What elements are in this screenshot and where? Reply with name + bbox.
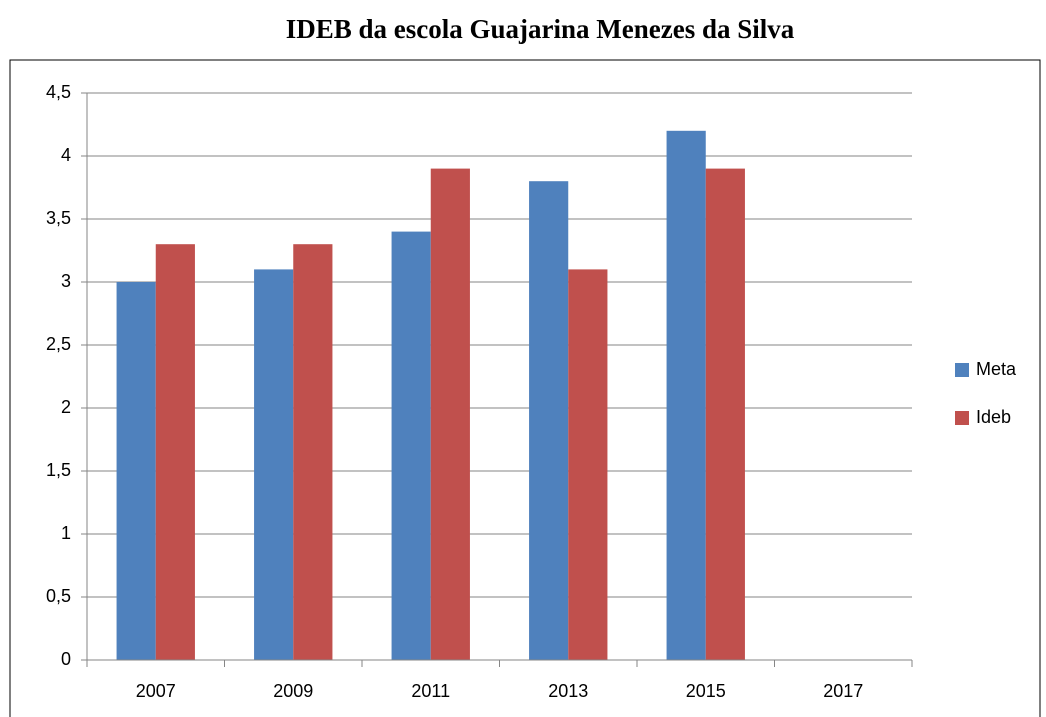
- legend-label: Meta: [976, 359, 1017, 379]
- bar: [254, 269, 294, 660]
- y-tick-label: 2: [61, 397, 71, 417]
- y-tick-label: 0: [61, 649, 71, 669]
- x-tick-label: 2007: [136, 681, 176, 701]
- y-tick-label: 2,5: [46, 334, 71, 354]
- y-tick-label: 0,5: [46, 586, 71, 606]
- bar: [116, 282, 156, 660]
- bar: [293, 244, 333, 660]
- bar: [666, 130, 706, 661]
- y-tick-label: 4: [61, 145, 71, 165]
- y-tick-label: 1,5: [46, 460, 71, 480]
- legend-swatch: [955, 363, 969, 377]
- legend-swatch: [955, 411, 969, 425]
- y-tick-label: 3,5: [46, 208, 71, 228]
- x-tick-label: 2013: [548, 681, 588, 701]
- bar: [155, 244, 195, 660]
- legend-label: Ideb: [976, 407, 1011, 427]
- x-tick-label: 2017: [823, 681, 863, 701]
- bar: [529, 181, 569, 660]
- x-tick-label: 2011: [411, 681, 450, 701]
- bar: [391, 231, 431, 660]
- y-tick-label: 4,5: [46, 82, 71, 102]
- bar: [705, 168, 745, 660]
- y-tick-label: 1: [61, 523, 71, 543]
- chart-title: IDEB da escola Guajarina Menezes da Silv…: [286, 14, 795, 44]
- y-tick-label: 3: [61, 271, 71, 291]
- x-tick-label: 2009: [273, 681, 313, 701]
- bar: [568, 269, 608, 660]
- x-tick-label: 2015: [686, 681, 726, 701]
- bar: [430, 168, 470, 660]
